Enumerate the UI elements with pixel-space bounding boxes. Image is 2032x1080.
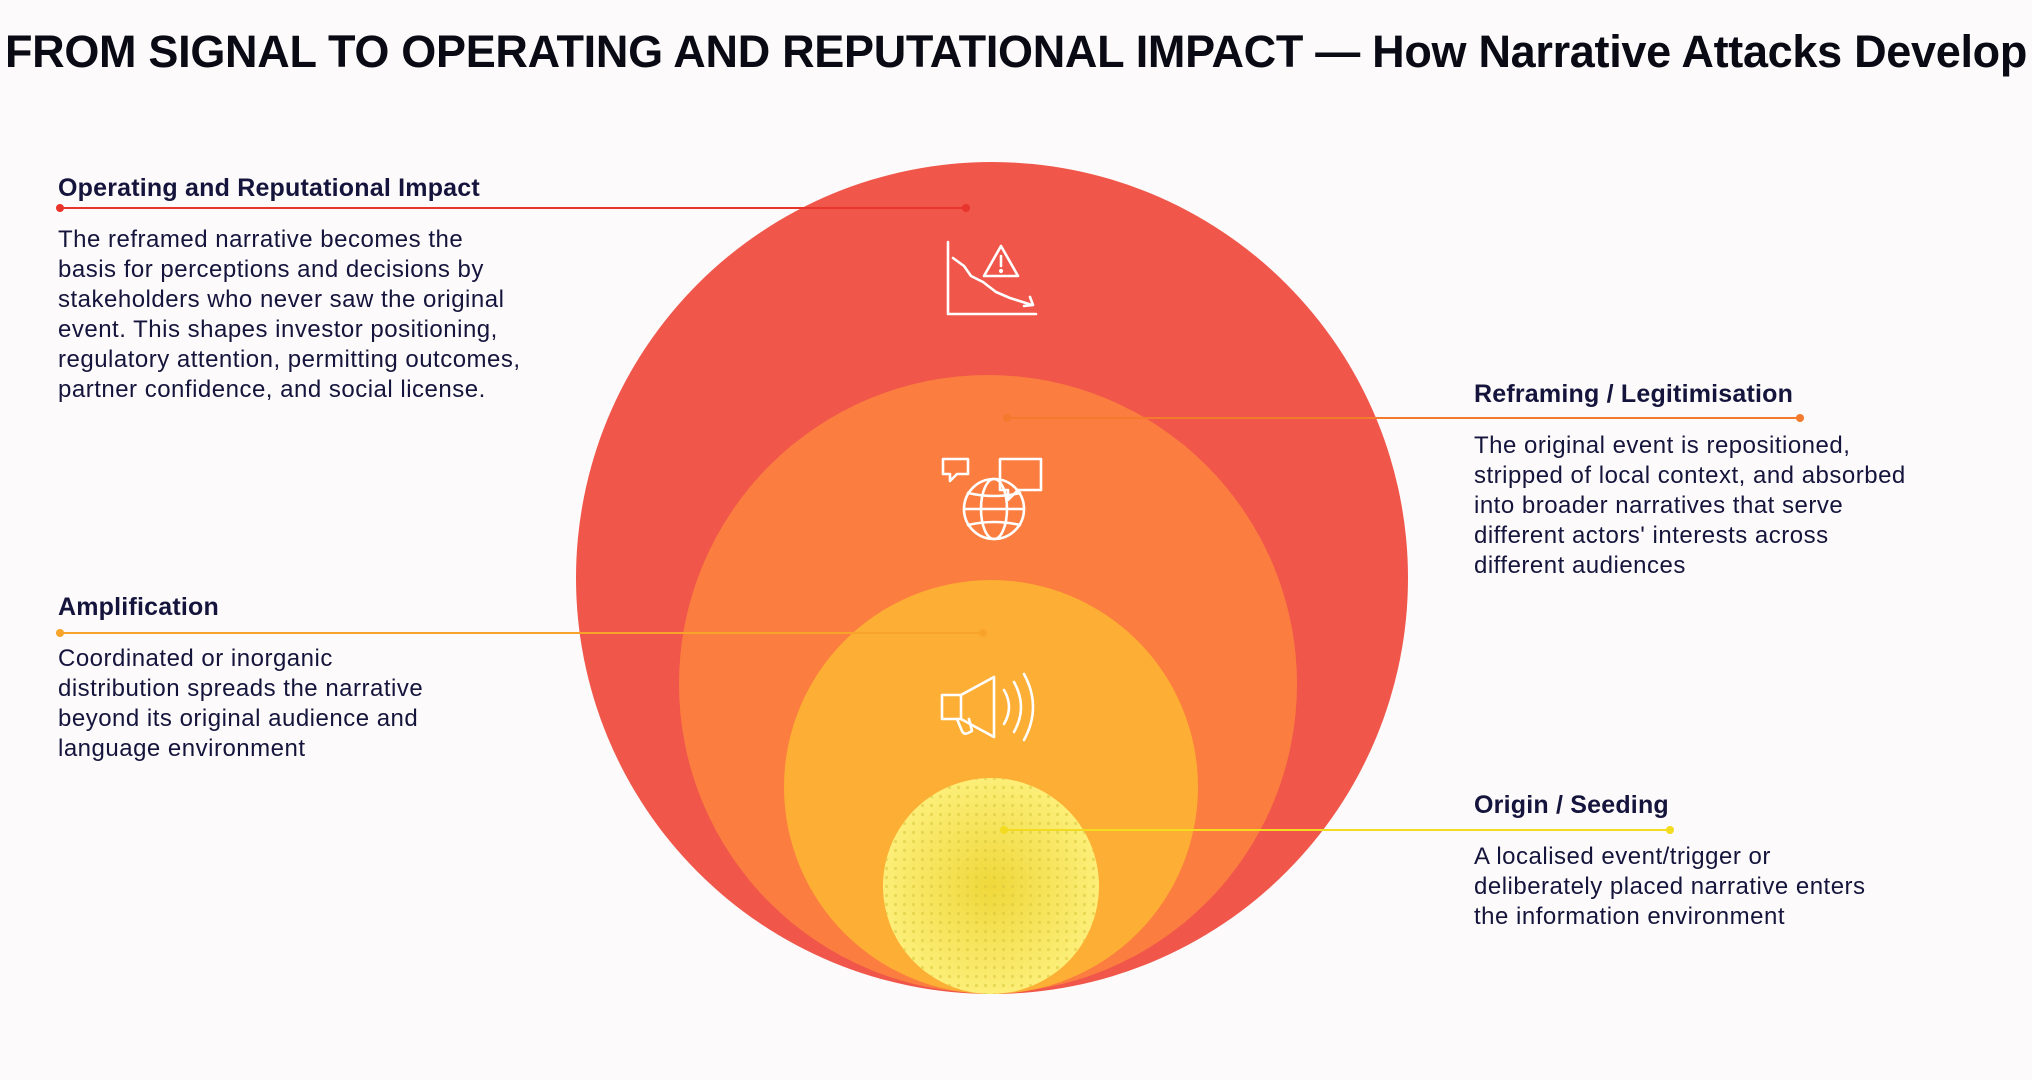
leader-line-impact	[56, 204, 970, 212]
megaphone-icon	[940, 672, 1035, 742]
amplification-description: Coordinated or inorganic distribution sp…	[58, 645, 424, 762]
leader-line-amplification	[56, 629, 987, 637]
impact-heading: Operating and Reputational Impact	[58, 174, 480, 202]
impact-text-block: Operating and Reputational Impact The re…	[58, 174, 528, 405]
leader-line-reframing	[1003, 414, 1804, 422]
origin-description: A localised event/trigger or deliberatel…	[1474, 843, 1866, 930]
page-title: FROM SIGNAL TO OPERATING AND REPUTATIONA…	[4, 26, 2028, 77]
amplification-heading: Amplification	[58, 593, 219, 621]
impact-description: The reframed narrative becomes the basis…	[58, 226, 521, 403]
origin-dot-texture	[883, 778, 1099, 994]
reframing-description: The original event is repositioned, stri…	[1474, 432, 1906, 579]
origin-heading: Origin / Seeding	[1474, 791, 1669, 819]
reframing-heading: Reframing / Legitimisation	[1474, 380, 1794, 408]
amplification-text-block: Amplification Coordinated or inorganic d…	[58, 593, 458, 764]
origin-text-block: Origin / Seeding A localised event/trigg…	[1474, 791, 1874, 932]
globe-speech-bubbles-icon	[941, 457, 1043, 541]
reframing-text-block: Reframing / Legitimisation The original …	[1474, 380, 1924, 581]
leader-line-origin	[1000, 826, 1674, 834]
declining-chart-warning-icon	[946, 240, 1038, 316]
